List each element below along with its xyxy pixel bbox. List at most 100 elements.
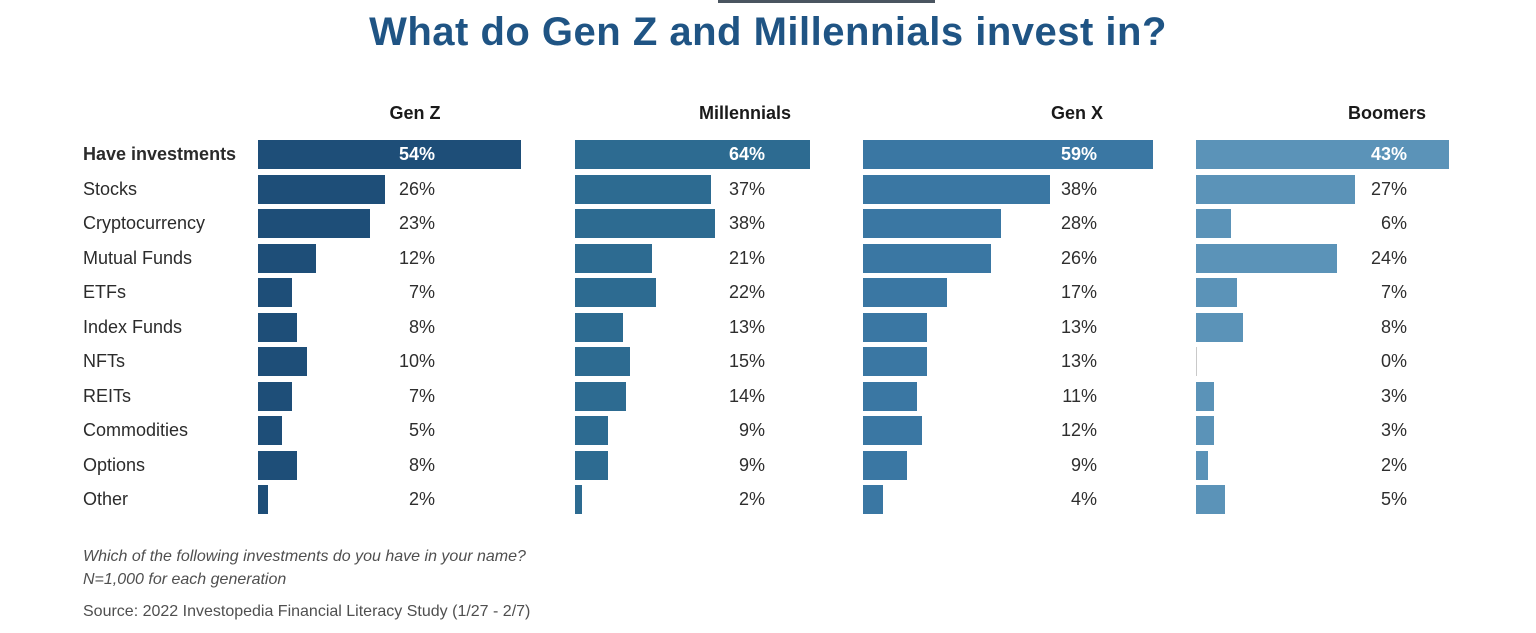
bar-gen-z-options	[258, 450, 297, 480]
value-label-millennials-commodities: 9%	[738, 420, 765, 440]
bar-gen-z-other	[258, 485, 268, 514]
value-label-gen-x-other: 4%	[1070, 489, 1097, 509]
value-label-gen-x-mutual-funds: 26%	[1060, 247, 1097, 268]
bar-gen-x-options	[863, 450, 908, 480]
category-label-other: Other	[83, 489, 129, 509]
value-label-boomers-commodities: 3%	[1380, 420, 1407, 440]
value-label-gen-z-etfs: 7%	[408, 282, 435, 302]
group-header-boomers: Boomers	[1347, 103, 1427, 123]
value-label-gen-x-commodities: 12%	[1060, 420, 1097, 440]
value-label-gen-z-stocks: 26%	[398, 178, 435, 199]
bar-gen-x-index-funds	[863, 312, 927, 342]
chart-title: What do Gen Z and Millennials invest in?	[369, 10, 1167, 54]
bar-gen-x-commodities	[863, 416, 922, 445]
footnote-sample-size: N=1,000 for each generation	[83, 571, 287, 588]
cropped-top-edge-artifact	[718, 0, 935, 3]
value-label-gen-z-cryptocurrency: 23%	[398, 213, 435, 233]
category-label-index-funds: Index Funds	[83, 316, 183, 337]
category-label-stocks: Stocks	[83, 178, 138, 199]
group-header-gen-x: Gen X	[1050, 103, 1104, 123]
value-label-gen-z-reits: 7%	[408, 385, 435, 406]
value-label-boomers-have-investments: 43%	[1370, 144, 1407, 164]
bar-gen-z-cryptocurrency	[258, 209, 371, 238]
bar-millennials-index-funds	[575, 312, 623, 342]
value-label-millennials-index-funds: 13%	[728, 316, 765, 337]
value-label-gen-x-etfs: 17%	[1060, 282, 1097, 302]
category-label-commodities: Commodities	[83, 420, 189, 440]
bar-millennials-other	[575, 485, 583, 514]
bar-gen-x-etfs	[863, 278, 947, 307]
value-label-millennials-stocks: 37%	[728, 178, 765, 199]
bar-boomers-etfs	[1196, 278, 1238, 307]
bar-gen-x-mutual-funds	[863, 243, 991, 273]
category-label-reits: REITs	[83, 385, 132, 406]
value-label-gen-x-nfts: 13%	[1060, 351, 1097, 371]
bar-millennials-etfs	[575, 278, 656, 307]
bar-gen-z-nfts	[258, 347, 307, 376]
bar-gen-x-have-investments	[863, 140, 1153, 169]
value-label-millennials-mutual-funds: 21%	[728, 247, 765, 268]
group-header-millennials: Millennials	[698, 103, 792, 123]
bar-millennials-stocks	[575, 174, 711, 204]
bar-boomers-options	[1196, 450, 1208, 480]
value-label-gen-z-mutual-funds: 12%	[398, 247, 435, 268]
bar-millennials-cryptocurrency	[575, 209, 715, 238]
category-label-have-investments: Have investments	[83, 144, 237, 164]
bar-gen-z-mutual-funds	[258, 243, 317, 273]
value-label-gen-z-index-funds: 8%	[408, 316, 435, 337]
value-label-gen-z-other: 2%	[408, 489, 435, 509]
value-label-boomers-other: 5%	[1380, 489, 1407, 509]
value-label-millennials-nfts: 15%	[728, 351, 765, 371]
value-label-boomers-etfs: 7%	[1380, 282, 1407, 302]
value-label-gen-z-commodities: 5%	[408, 420, 435, 440]
value-label-millennials-options: 9%	[738, 454, 765, 475]
bar-gen-x-nfts	[863, 347, 927, 376]
bar-gen-z-etfs	[258, 278, 293, 307]
bar-gen-z-reits	[258, 381, 293, 411]
bar-gen-z-have-investments	[258, 140, 521, 169]
bar-boomers-nfts	[1196, 347, 1197, 376]
value-label-gen-x-have-investments: 59%	[1060, 144, 1097, 164]
bar-boomers-stocks	[1196, 174, 1355, 204]
bar-gen-x-reits	[863, 381, 918, 411]
value-label-gen-z-options: 8%	[408, 454, 435, 475]
value-label-boomers-stocks: 27%	[1370, 178, 1407, 199]
value-label-millennials-cryptocurrency: 38%	[728, 213, 765, 233]
bar-gen-x-stocks	[863, 174, 1050, 204]
bar-boomers-reits	[1196, 381, 1214, 411]
category-label-nfts: NFTs	[83, 351, 125, 371]
value-label-gen-x-reits: 11%	[1062, 385, 1097, 406]
bar-gen-z-commodities	[258, 416, 283, 445]
bar-gen-x-cryptocurrency	[863, 209, 1001, 238]
value-label-millennials-other: 2%	[738, 489, 765, 509]
value-label-millennials-reits: 14%	[728, 385, 765, 406]
bar-boomers-commodities	[1196, 416, 1214, 445]
bar-boomers-cryptocurrency	[1196, 209, 1232, 238]
value-label-boomers-nfts: 0%	[1380, 351, 1407, 371]
footnote-question: Which of the following investments do yo…	[83, 548, 526, 565]
bar-millennials-nfts	[575, 347, 631, 376]
bar-gen-z-index-funds	[258, 312, 297, 342]
bar-gen-x-other	[863, 485, 883, 514]
bar-millennials-mutual-funds	[575, 243, 653, 273]
bar-gen-z-stocks	[258, 174, 385, 204]
value-label-gen-x-cryptocurrency: 28%	[1060, 213, 1097, 233]
bar-boomers-have-investments	[1196, 140, 1449, 169]
value-label-boomers-options: 2%	[1380, 454, 1407, 475]
value-label-gen-z-nfts: 10%	[398, 351, 435, 371]
value-label-boomers-index-funds: 8%	[1380, 316, 1407, 337]
category-label-mutual-funds: Mutual Funds	[83, 247, 193, 268]
bar-millennials-reits	[575, 381, 627, 411]
value-label-gen-z-have-investments: 54%	[398, 144, 435, 164]
value-label-gen-x-options: 9%	[1070, 454, 1097, 475]
value-label-millennials-etfs: 22%	[728, 282, 765, 302]
bar-millennials-commodities	[575, 416, 609, 445]
value-label-gen-x-index-funds: 13%	[1060, 316, 1097, 337]
bar-millennials-options	[575, 450, 609, 480]
category-label-etfs: ETFs	[83, 282, 126, 302]
bar-boomers-index-funds	[1196, 312, 1244, 342]
category-label-options: Options	[83, 454, 146, 475]
value-label-gen-x-stocks: 38%	[1060, 178, 1097, 199]
value-label-millennials-have-investments: 64%	[728, 144, 765, 164]
